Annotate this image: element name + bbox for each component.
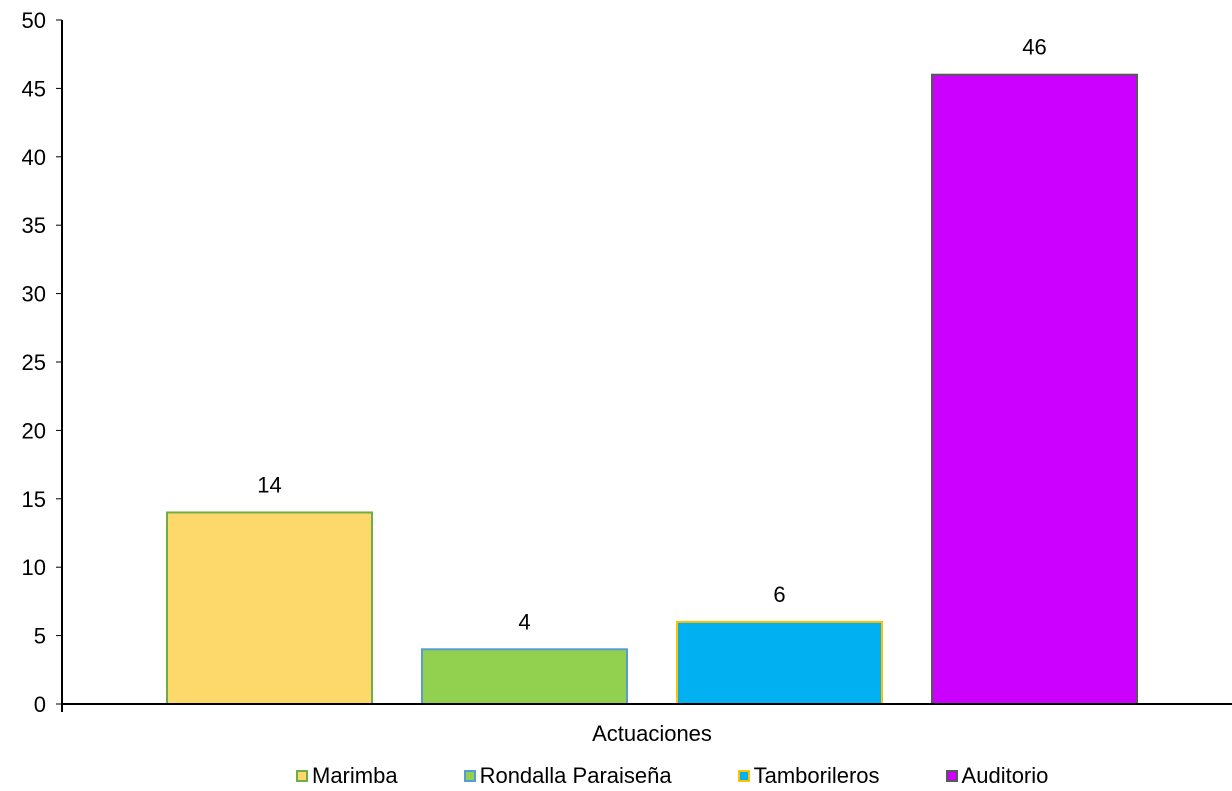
y-tick-label: 45 (22, 76, 46, 101)
bar-rondalla-paraise-a (421, 648, 628, 706)
legend-item-marimba: Marimba (296, 763, 398, 789)
y-tick-label: 40 (22, 145, 46, 170)
legend-item-rondalla: Rondalla Paraiseña (463, 763, 672, 789)
legend-label-rondalla: Rondalla Paraiseña (479, 763, 672, 788)
y-tick-label: 10 (22, 555, 46, 580)
y-tick-label: 30 (22, 282, 46, 307)
legend-label-auditorio: Auditorio (961, 763, 1049, 788)
y-tick-label: 20 (22, 418, 46, 443)
bar-data-label: 14 (257, 472, 281, 497)
y-tick-label: 15 (22, 487, 46, 512)
legend-swatch-auditorio (945, 770, 958, 782)
y-tick-label: 25 (22, 350, 46, 375)
legend-label-tamborileros: Tamborileros (753, 763, 880, 788)
bar-data-label: 4 (518, 609, 530, 634)
bars (166, 73, 1138, 706)
bar-data-label: 6 (773, 582, 785, 607)
legend-item-auditorio: Auditorio (945, 763, 1049, 789)
legend-label-marimba: Marimba (312, 763, 398, 788)
legend-item-tamborileros: Tamborileros (737, 763, 880, 789)
legend-swatch-tamborileros (737, 770, 750, 782)
bar-tamborileros (676, 620, 883, 705)
y-tick-label: 50 (22, 8, 46, 33)
y-tick-label: 35 (22, 213, 46, 238)
bar-marimba (166, 511, 373, 705)
y-tick-label: 5 (34, 624, 46, 649)
legend: Marimba Rondalla Paraiseña Tamborileros … (296, 763, 1048, 789)
legend-swatch-marimba (296, 770, 308, 782)
legend-swatch-rondalla (463, 770, 476, 782)
bar-data-label: 46 (1022, 35, 1046, 60)
y-axis-ticks: 0 5 10 15 20 25 30 35 40 45 50 (22, 8, 62, 717)
y-tick-label: 0 (34, 692, 46, 717)
bar-auditorio (931, 73, 1138, 706)
x-axis-title: Actuaciones (592, 721, 712, 746)
